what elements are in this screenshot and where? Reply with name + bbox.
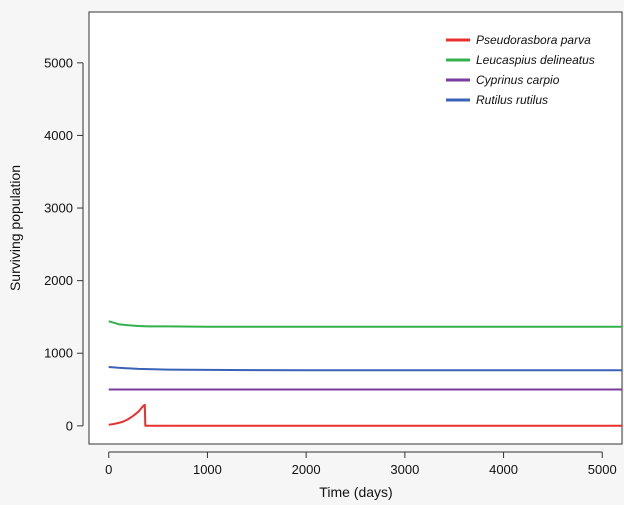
y-tick-label: 2000: [44, 273, 73, 288]
legend-label: Cyprinus carpio: [476, 73, 560, 87]
x-axis-label: Time (days): [319, 484, 392, 500]
legend-label: Leucaspius delineatus: [476, 53, 595, 67]
x-tick-label: 1000: [193, 462, 222, 477]
x-tick-label: 4000: [489, 462, 518, 477]
legend-label: Rutilus rutilus: [476, 93, 548, 107]
y-tick-label: 5000: [44, 55, 73, 70]
y-tick-label: 0: [66, 418, 73, 433]
x-tick-label: 3000: [390, 462, 419, 477]
y-axis-label: Surviving population: [7, 165, 23, 291]
x-tick-label: 2000: [292, 462, 321, 477]
y-tick-label: 4000: [44, 128, 73, 143]
x-tick-label: 5000: [588, 462, 617, 477]
y-tick-label: 1000: [44, 346, 73, 361]
legend-label: Pseudorasbora parva: [476, 33, 591, 47]
x-tick-label: 0: [105, 462, 112, 477]
y-tick-label: 3000: [44, 201, 73, 216]
